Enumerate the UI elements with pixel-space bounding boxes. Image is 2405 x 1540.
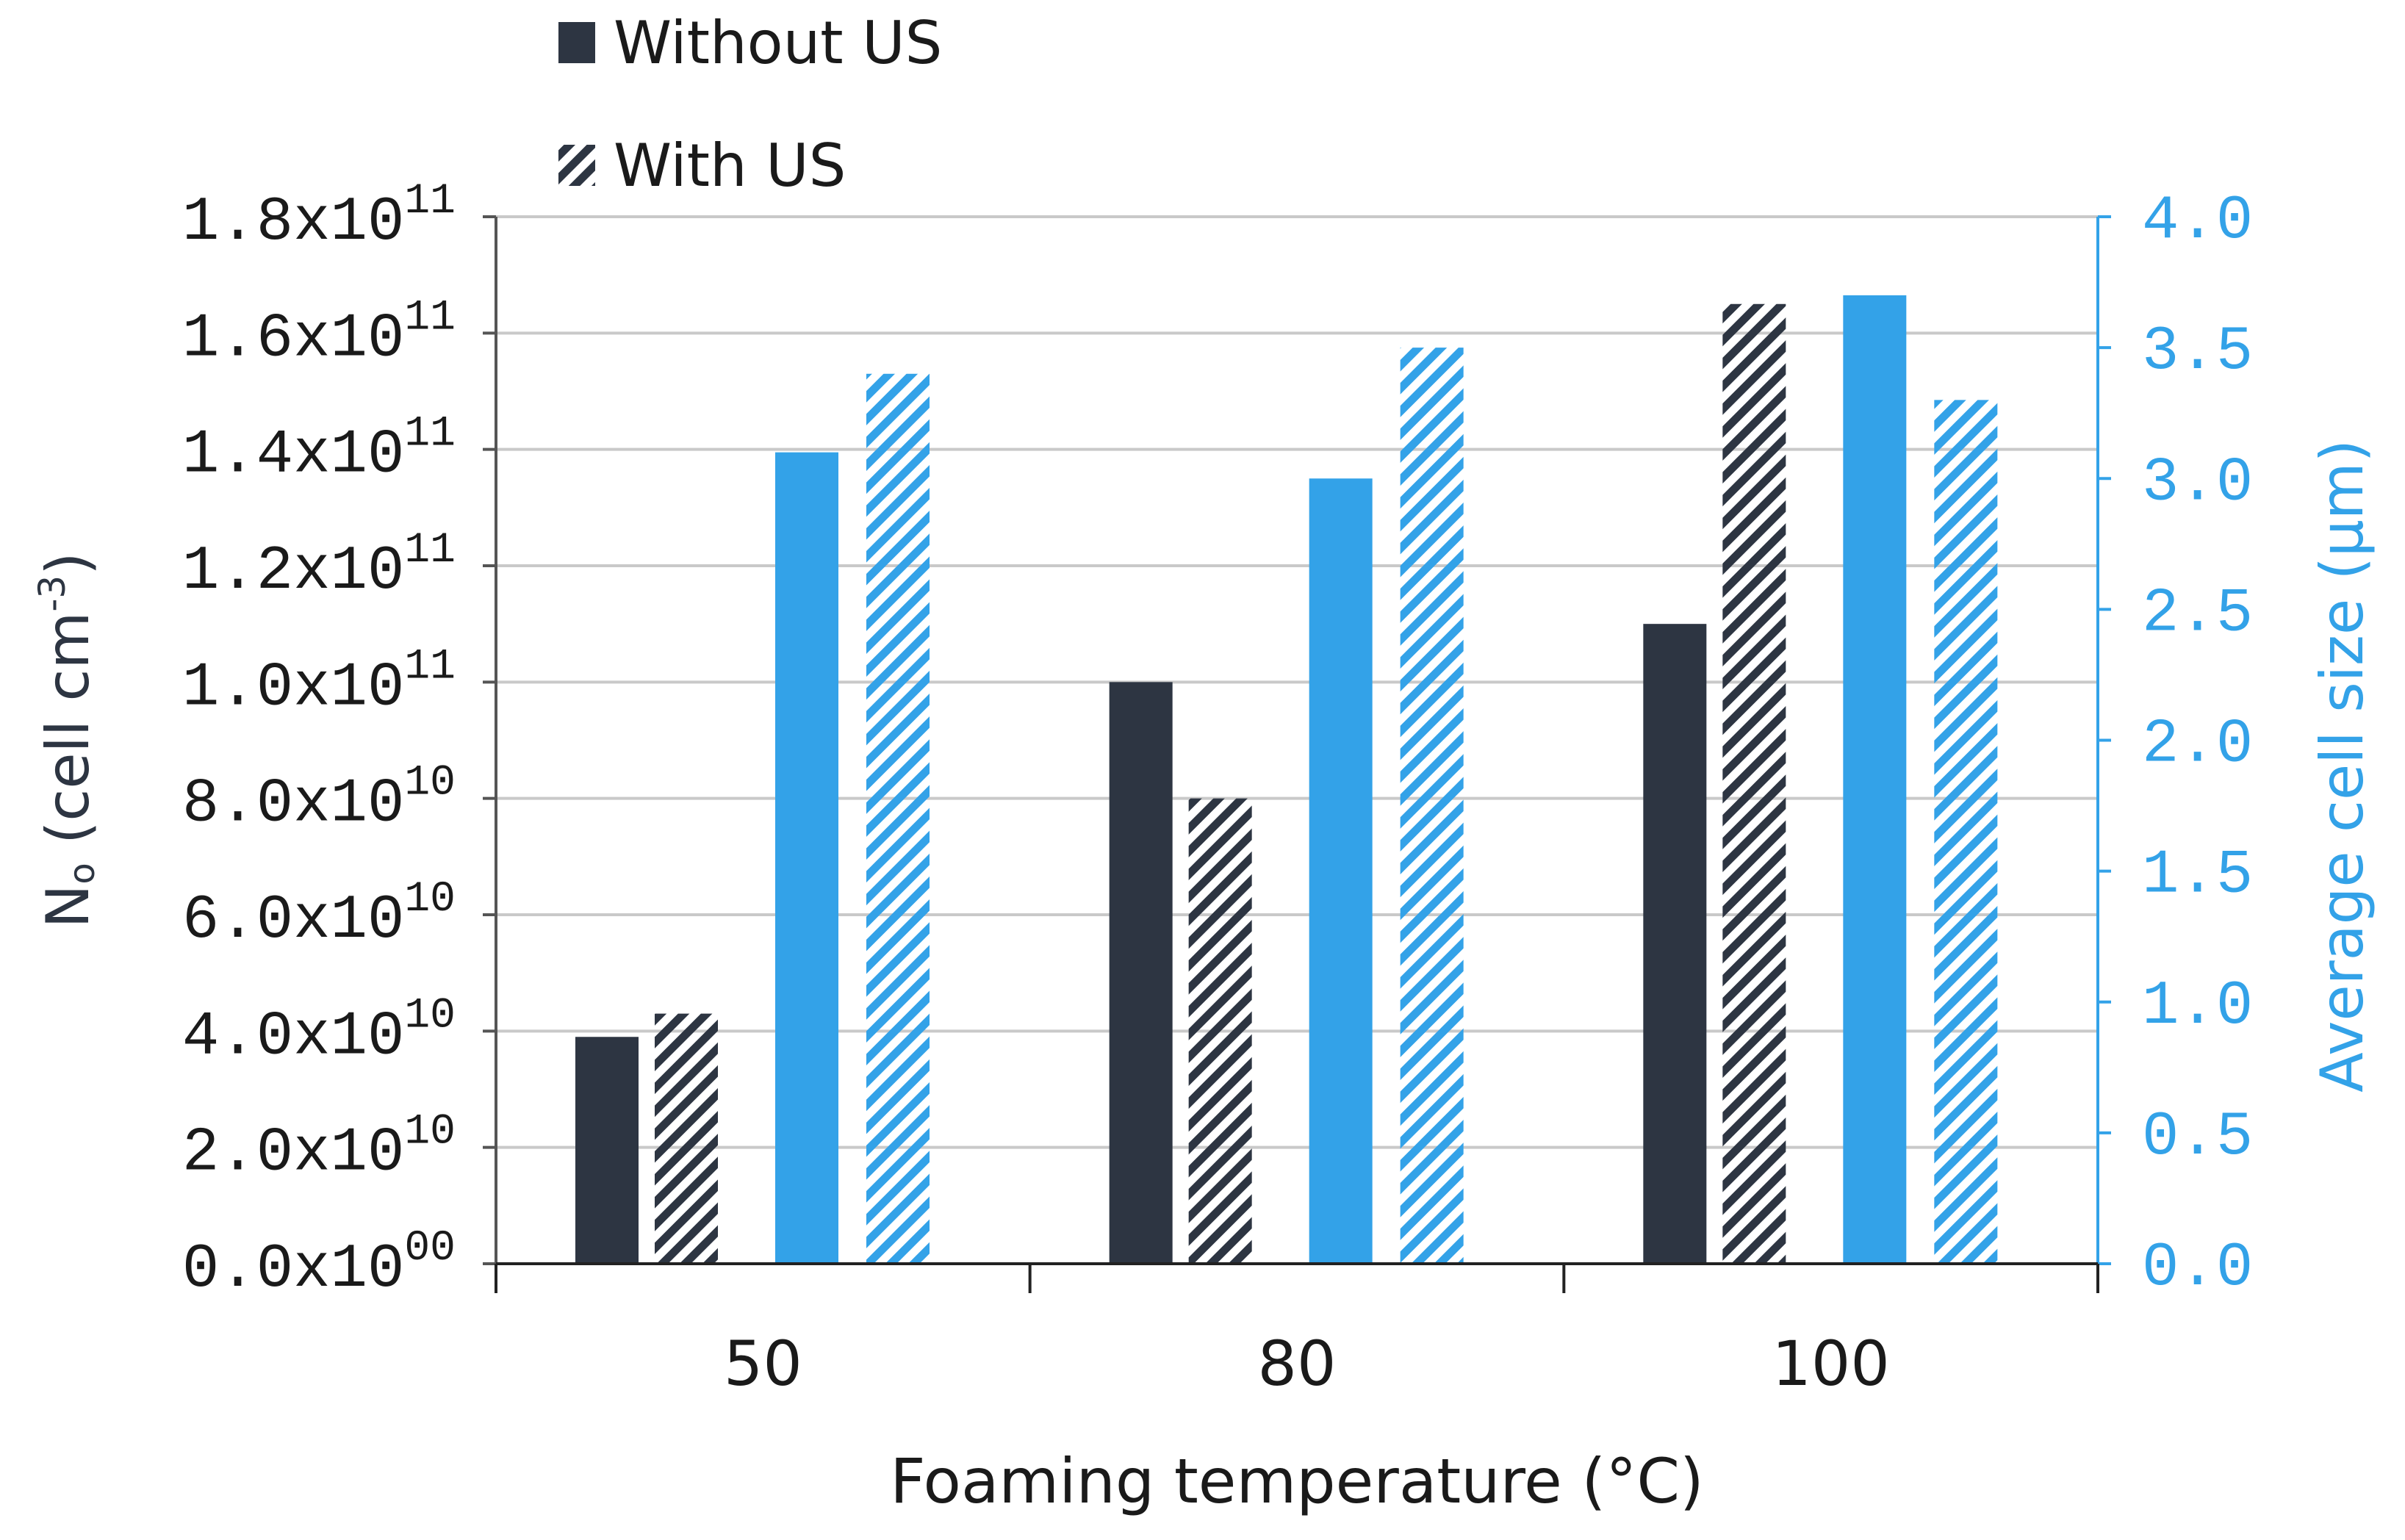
left-tick-mantissa: 1.6x10: [182, 304, 404, 374]
left-tick-label: 1.8x1011: [182, 178, 456, 258]
category-label: 80: [1258, 1328, 1337, 1400]
bars: [575, 295, 1998, 1264]
left-tick-mantissa: 6.0x10: [182, 886, 404, 956]
left-tick-exponent: 00: [404, 1225, 456, 1273]
left-axis-title-close: ): [34, 553, 102, 575]
bar: [1722, 303, 1786, 1264]
right-axis-title: Average cell size (μm): [2308, 439, 2376, 1093]
left-tick-label: 1.4x1011: [182, 411, 456, 491]
legend-label: Without US: [614, 9, 942, 77]
right-tick-label: 4.0: [2142, 187, 2253, 256]
right-tick-label: 1.5: [2142, 841, 2253, 911]
left-tick-exponent: 11: [404, 643, 456, 691]
left-tick-label: 1.0x1011: [182, 643, 456, 723]
right-tick-label: 1.0: [2142, 972, 2253, 1042]
left-tick-mantissa: 0.0x10: [182, 1235, 404, 1305]
bar: [575, 1037, 639, 1264]
bar: [1109, 682, 1173, 1264]
legend: Without US With US: [558, 9, 942, 200]
bar: [1643, 624, 1707, 1264]
left-tick-mantissa: 1.2x10: [182, 537, 404, 607]
left-tick-exponent: 11: [404, 294, 456, 342]
left-axis-title-text: (cell cm: [34, 612, 102, 863]
left-axis-title: No (cell cm-3): [31, 553, 103, 929]
left-tick-label: 2.0x1010: [182, 1109, 456, 1189]
left-tick-exponent: 10: [404, 760, 456, 807]
right-tick-label: 2.0: [2142, 710, 2253, 780]
left-tick-exponent: 11: [404, 527, 456, 575]
right-tick-label: 3.0: [2142, 448, 2253, 518]
category-label: 50: [724, 1328, 802, 1400]
left-tick-exponent: 10: [404, 1109, 456, 1156]
left-tick-mantissa: 8.0x10: [182, 770, 404, 840]
legend-swatch-hatched: [558, 145, 595, 186]
left-tick-label: 1.2x1011: [182, 527, 456, 607]
left-tick-label: 4.0x1010: [182, 992, 456, 1072]
left-tick-mantissa: 1.0x10: [182, 653, 404, 723]
category-label: 100: [1772, 1328, 1889, 1400]
bar: [1400, 348, 1464, 1264]
left-tick-label: 8.0x1010: [182, 760, 456, 840]
bar: [775, 452, 838, 1264]
gridlines: [496, 215, 2098, 1149]
bar: [1843, 295, 1907, 1264]
left-axis-title-sub: o: [62, 863, 103, 884]
right-tick-label: 3.5: [2142, 317, 2253, 387]
bar: [1309, 478, 1373, 1264]
right-tick-label: 0.0: [2142, 1234, 2253, 1303]
x-axis-title: Foaming temperature (°C): [890, 1445, 1704, 1517]
right-tick-label: 0.5: [2142, 1103, 2253, 1173]
left-tick-label: 1.6x1011: [182, 294, 456, 374]
left-tick-mantissa: 1.8x10: [182, 188, 404, 258]
right-tick-label: 2.5: [2142, 579, 2253, 649]
left-tick-exponent: 11: [404, 178, 456, 226]
left-tick-label: 0.0x1000: [182, 1225, 456, 1305]
left-tick-exponent: 11: [404, 411, 456, 458]
bar: [655, 1013, 718, 1264]
left-tick-exponent: 10: [404, 992, 456, 1040]
left-tick-exponent: 10: [404, 876, 456, 924]
legend-swatch-solid: [558, 22, 595, 63]
axes: [483, 215, 2111, 1293]
left-axis-title-sup: -3: [31, 575, 73, 612]
legend-label: With US: [614, 132, 846, 200]
bar: [866, 373, 930, 1264]
left-axis-title-base: N: [34, 885, 102, 929]
left-tick-mantissa: 2.0x10: [182, 1119, 404, 1189]
axis-labels: 0.0x10002.0x10104.0x10106.0x10108.0x1010…: [31, 178, 2376, 1517]
bar: [1188, 798, 1252, 1264]
left-tick-mantissa: 4.0x10: [182, 1002, 404, 1072]
left-tick-mantissa: 1.4x10: [182, 421, 404, 491]
bar: [1934, 400, 1998, 1264]
left-tick-label: 6.0x1010: [182, 876, 456, 956]
